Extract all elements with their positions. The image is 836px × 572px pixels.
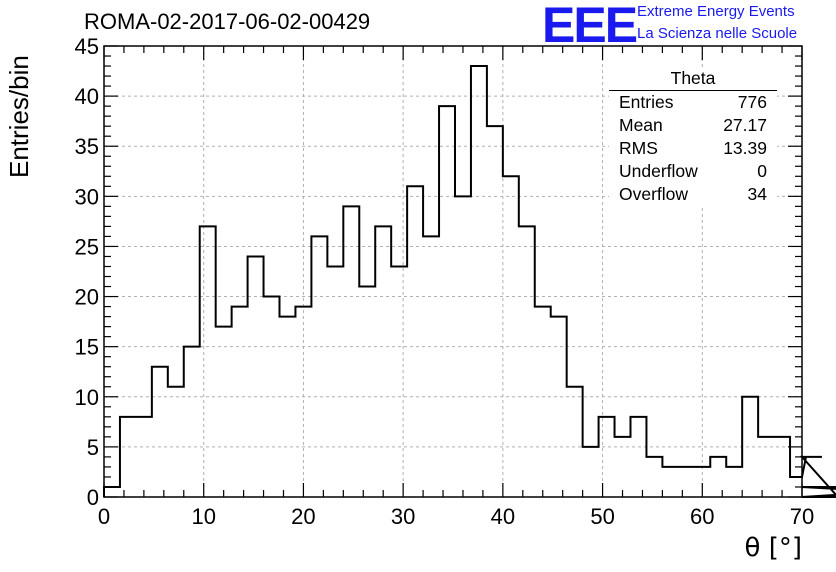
x-tick-label: 20 — [291, 504, 315, 529]
histogram-bin — [503, 176, 519, 497]
histogram-bin — [168, 387, 184, 497]
y-tick-label: 35 — [75, 134, 99, 159]
stats-title: Theta — [609, 68, 777, 91]
stats-row-entries: Entries 776 — [609, 91, 777, 114]
stats-label: RMS — [619, 138, 658, 158]
histogram-bin — [678, 467, 694, 497]
histogram-bin — [487, 126, 503, 497]
histogram-bin — [391, 266, 407, 497]
y-tick-label: 0 — [87, 485, 99, 510]
histogram-bin — [359, 287, 375, 497]
histogram-bin — [200, 226, 216, 497]
y-axis-label: Entries/bin — [4, 55, 34, 178]
histogram-bin — [551, 317, 567, 497]
stats-row-overflow: Overflow 34 — [609, 183, 777, 206]
histogram-bin — [455, 196, 471, 497]
histogram-bin — [136, 417, 152, 497]
stats-value: 34 — [747, 184, 767, 204]
histogram-bin — [519, 226, 535, 497]
histogram-bin — [184, 347, 200, 497]
histogram-bin — [327, 266, 343, 497]
stats-value: 13.39 — [723, 138, 767, 158]
histogram-line — [103, 65, 836, 498]
stats-value: 776 — [737, 92, 767, 112]
histogram-bin — [583, 447, 599, 497]
x-tick-label: 60 — [690, 504, 714, 529]
histogram-bin — [567, 387, 583, 497]
stats-label: Overflow — [619, 184, 689, 204]
histogram-bin — [630, 417, 646, 497]
histogram-bin — [599, 417, 615, 497]
y-tick-label: 45 — [75, 34, 99, 59]
x-tick-label: 10 — [191, 504, 215, 529]
histogram-bin — [758, 437, 774, 497]
x-tick-label: 30 — [391, 504, 415, 529]
y-tick-label: 25 — [75, 234, 99, 259]
y-tick-label: 30 — [75, 184, 99, 209]
histogram-bin — [407, 186, 423, 497]
y-tick-label: 15 — [75, 335, 99, 360]
x-tick-label: 50 — [590, 504, 614, 529]
histogram-bin — [216, 327, 232, 497]
histogram-bin — [423, 236, 439, 497]
histogram-bin — [774, 437, 790, 497]
x-tick-label: 0 — [98, 504, 110, 529]
y-tick-label: 20 — [75, 285, 99, 310]
stats-value: 27.17 — [723, 115, 767, 135]
x-axis-label: θ [°] — [744, 533, 802, 563]
logo-line-1: Extreme Energy Events — [637, 3, 795, 20]
histogram-bin — [646, 457, 662, 497]
x-tick-label: 40 — [491, 504, 515, 529]
stats-label: Underflow — [619, 161, 698, 181]
histogram-bin — [439, 106, 455, 497]
stats-label: Entries — [619, 92, 674, 112]
histogram-bin — [104, 487, 120, 497]
histogram-bin — [710, 457, 726, 497]
stats-label: Mean — [619, 115, 663, 135]
histogram-bin — [264, 297, 280, 497]
logo-line-2: La Scienza nelle Scuole — [637, 25, 798, 42]
histogram-bin — [615, 437, 631, 497]
histogram-bin — [152, 367, 168, 497]
stats-row-underflow: Underflow 0 — [609, 160, 777, 183]
histogram-bin — [726, 467, 742, 497]
histogram-bin — [311, 236, 327, 497]
x-tick-label: 70 — [790, 504, 814, 529]
histogram-bin — [343, 206, 359, 497]
stats-row-mean: Mean 27.17 — [609, 114, 777, 137]
plot-frame — [103, 45, 803, 498]
y-tick-label: 5 — [87, 435, 99, 460]
stats-value: 0 — [757, 161, 767, 181]
histogram-bin — [471, 66, 487, 497]
stats-row-rms: RMS 13.39 — [609, 137, 777, 160]
histogram-bin — [232, 307, 248, 497]
y-tick-label: 10 — [75, 385, 99, 410]
histogram-bin — [662, 467, 678, 497]
histogram-bin — [535, 307, 551, 497]
plot-title: ROMA-02-2017-06-02-00429 — [84, 9, 371, 34]
y-tick-label: 40 — [75, 84, 99, 109]
histogram-bin — [120, 417, 136, 497]
histogram-bin — [248, 256, 264, 497]
histogram-bin — [279, 317, 295, 497]
logo-mark: EEE — [542, 0, 638, 53]
histogram-bin — [375, 226, 391, 497]
stats-box: Theta Entries 776 Mean 27.17 RMS 13.39 U… — [609, 68, 777, 206]
histogram-bin — [742, 397, 758, 497]
